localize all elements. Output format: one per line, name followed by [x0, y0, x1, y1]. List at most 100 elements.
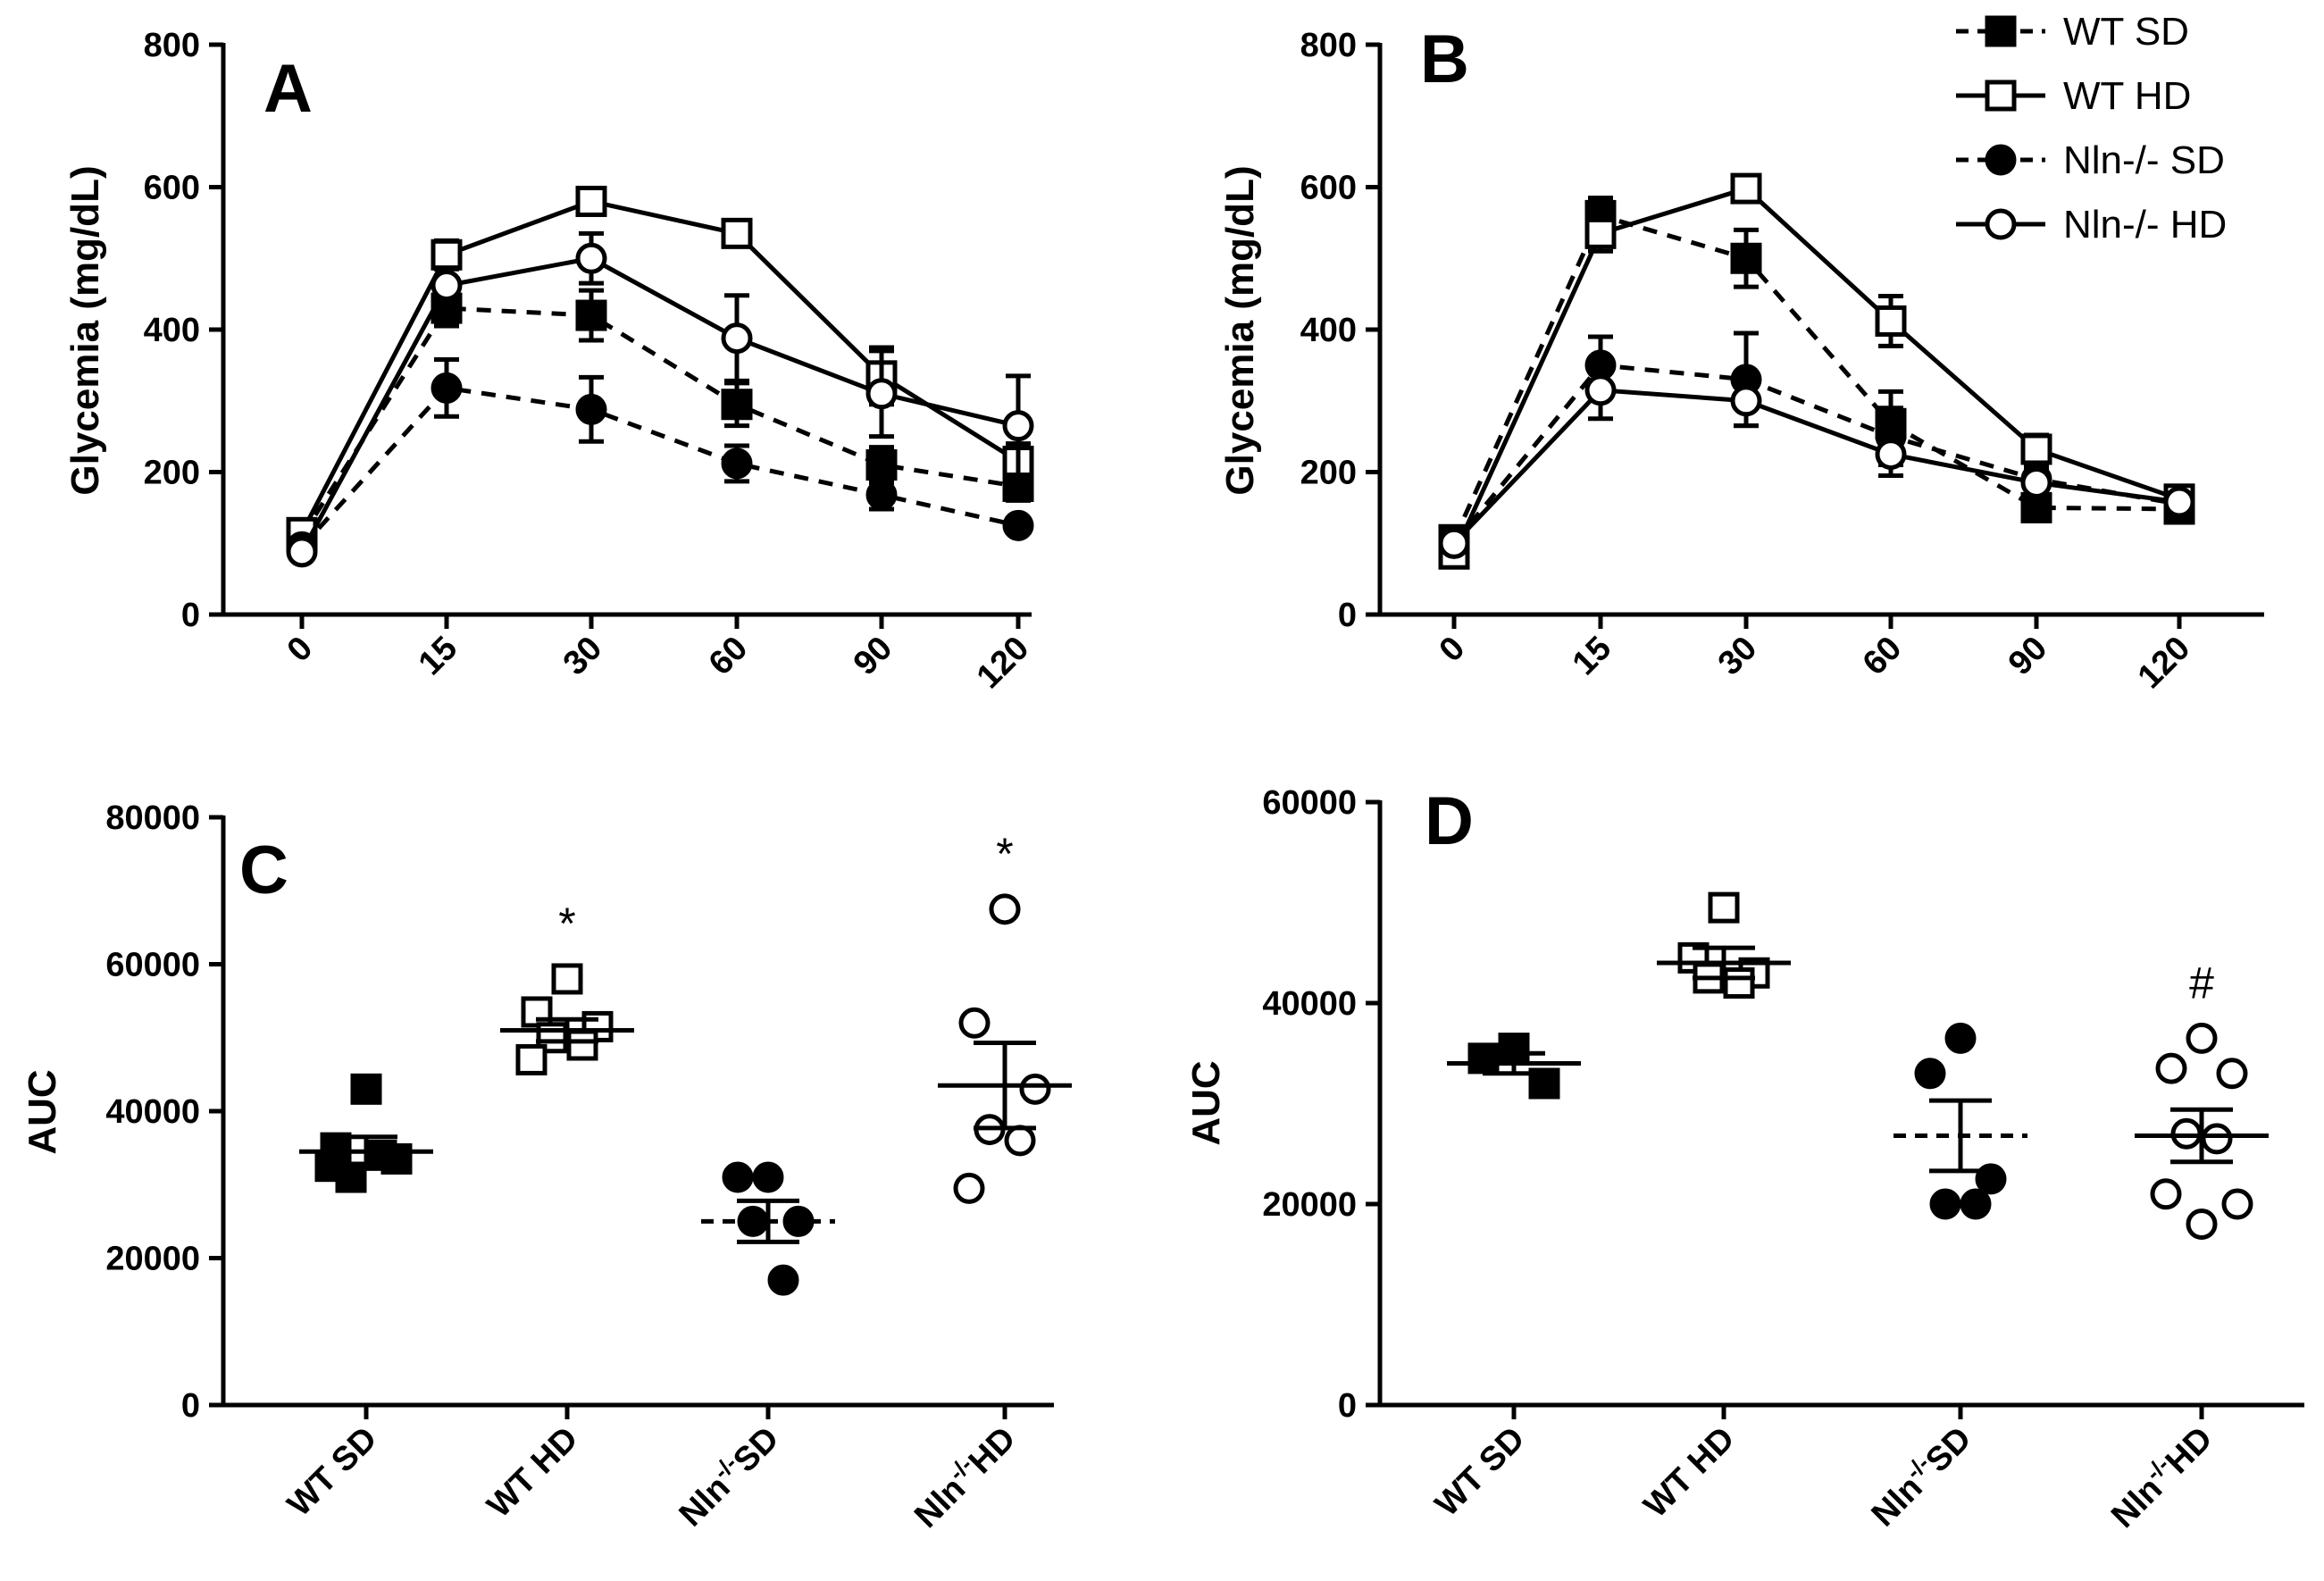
data-point [2186, 1022, 2218, 1054]
data-point [566, 1029, 598, 1061]
data-point [1584, 374, 1617, 406]
sem-bar [737, 1198, 799, 1244]
legend-marker [1985, 144, 2017, 176]
data-point [721, 448, 753, 480]
y-tick-label: 400 [144, 312, 200, 349]
data-point [286, 536, 318, 568]
data-point [431, 238, 463, 271]
legend-entry-wt-hd: WT HD [1956, 74, 2191, 118]
sem-bar [974, 1041, 1036, 1131]
data-point [752, 1161, 784, 1193]
x-tick-label: 30 [556, 630, 610, 683]
data-point [1723, 967, 1755, 999]
data-point [1929, 1188, 1961, 1220]
data-point [722, 1161, 754, 1193]
group-nln-sd [1893, 1022, 2027, 1220]
group-nln-hd: * [938, 829, 1072, 1204]
x-tick-label: WT HD [1637, 1420, 1743, 1526]
data-point [1730, 172, 1762, 205]
x-tick-label: 90 [2002, 630, 2055, 683]
x-tick-label: 30 [1711, 630, 1765, 683]
data-point [2020, 433, 2052, 465]
x-tick-label: 60 [702, 630, 756, 683]
data-point [1730, 242, 1762, 274]
legend-marker [1985, 208, 2017, 240]
data-point [515, 1043, 548, 1075]
group-wt-hd [1657, 891, 1791, 999]
y-tick-label: 0 [1338, 1387, 1357, 1425]
x-tick-label: 15 [412, 630, 465, 683]
y-axis-title: AUC [1184, 1060, 1228, 1145]
data-point [989, 893, 1021, 925]
y-tick-label: 800 [1300, 27, 1357, 64]
y-tick-label: 400 [1300, 312, 1357, 349]
x-tick-label: Nln-/-HD [905, 1417, 1024, 1535]
data-point [953, 1172, 985, 1204]
x-tick-label: 90 [847, 630, 900, 683]
y-tick-label: 0 [1338, 597, 1357, 634]
data-point [767, 1264, 799, 1296]
data-point [2201, 1123, 2233, 1155]
data-point [2221, 1188, 2253, 1220]
data-point [1914, 1058, 1946, 1090]
data-point [431, 372, 463, 404]
y-tick-label: 40000 [1262, 985, 1357, 1023]
legend-marker [1985, 79, 2017, 112]
data-point [1960, 1188, 1992, 1220]
x-tick-label: Nln-/-HD [2102, 1417, 2220, 1535]
legend-label: Nln-/- HD [2063, 203, 2227, 247]
series-line [1452, 388, 2180, 545]
y-tick-label: 80000 [105, 799, 200, 837]
series-line [1451, 186, 2180, 556]
data-point [721, 322, 753, 355]
y-axis-title: AUC [21, 1069, 64, 1154]
x-tick-label: WT HD [481, 1420, 586, 1526]
panel-letter-b: B [1420, 21, 1469, 97]
x-tick-label: Nln-/-SD [669, 1417, 786, 1534]
legend-entry-nln-sd: Nln-/- SD [1956, 138, 2225, 182]
legend-label: WT SD [2063, 10, 2189, 54]
data-point [575, 299, 607, 331]
y-tick-label: 200 [144, 455, 200, 492]
sem-bar [2170, 1107, 2233, 1165]
legend-entry-nln-hd: Nln-/- HD [1956, 203, 2227, 247]
data-point [431, 270, 463, 302]
data-point [575, 242, 607, 274]
y-axis-title: Glycemia (mg/dL) [63, 165, 107, 495]
y-tick-label: 60000 [1262, 784, 1357, 822]
data-point [2150, 1178, 2182, 1210]
legend-marker [1985, 15, 2017, 47]
y-tick-label: 0 [181, 597, 200, 634]
legend-label: WT HD [2063, 74, 2191, 118]
significance-marker: # [2189, 958, 2214, 1008]
data-point [2155, 1052, 2187, 1084]
data-point [575, 393, 607, 425]
y-tick-label: 600 [144, 170, 200, 207]
y-tick-label: 0 [181, 1387, 200, 1425]
sem-bar [1693, 945, 1755, 981]
x-tick-label: 15 [1566, 630, 1619, 683]
group-nln-sd [701, 1161, 835, 1296]
panel-letter-c: C [239, 832, 288, 908]
panel-a: A 0 200 400 600 800 Glycemia (mg/dL) 0 15 30 60 90 1… [63, 27, 1036, 696]
y-tick-label: 200 [1300, 455, 1357, 492]
panel-d: D 0 20000 40000 60000 AUC WT SD WT HD Nln-/-SD Nl… [1184, 783, 2304, 1535]
group-wt-sd [299, 1073, 433, 1193]
data-point [721, 217, 753, 249]
data-point [1004, 1125, 1036, 1157]
data-point [1019, 1073, 1051, 1105]
panel-b: B 0 200 400 600 800 Glycemia (mg/dL) 0 15 30 60 90 1… [1218, 21, 2264, 696]
data-point [1467, 1042, 1500, 1075]
group-wt-sd [1447, 1033, 1581, 1100]
data-point [865, 479, 898, 511]
legend-label: Nln-/- SD [2063, 138, 2225, 182]
data-point [2216, 1058, 2248, 1090]
y-tick-label: 600 [1300, 170, 1357, 207]
panel-c: C 0 20000 40000 60000 80000 AUC WT SD WT HD Nln-/… [21, 799, 1072, 1535]
y-tick-label: 800 [144, 27, 200, 64]
data-point [350, 1073, 382, 1105]
series-line [299, 255, 1019, 554]
series-line [1451, 213, 2180, 541]
group-wt-hd: * [500, 899, 634, 1075]
